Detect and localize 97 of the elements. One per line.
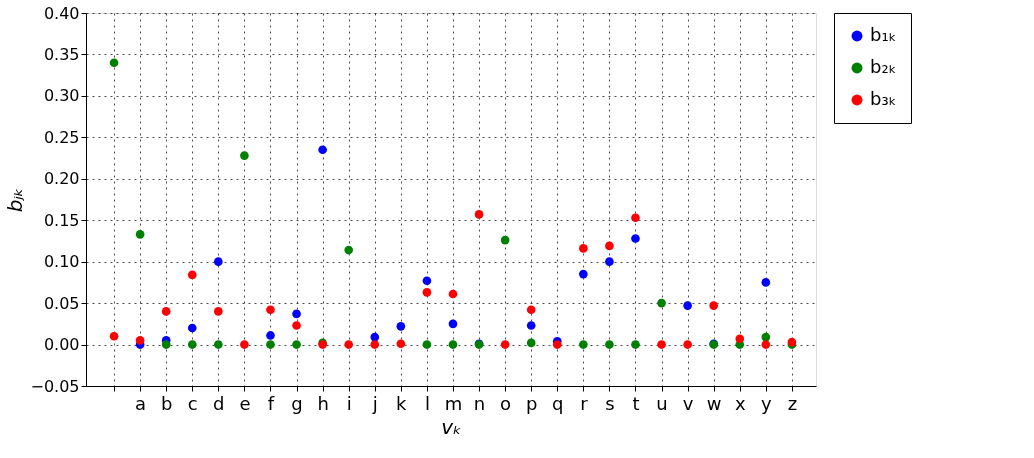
point	[526, 321, 536, 330]
y-tick-label: −0.05	[30, 376, 80, 396]
y-axis-title: bⱼₖ	[3, 187, 28, 213]
point	[214, 257, 223, 266]
point	[579, 269, 588, 279]
x-tick-label: d	[213, 392, 225, 414]
y-tick-label: 0.05	[43, 293, 80, 313]
point	[761, 278, 771, 287]
point	[579, 340, 588, 349]
x-tick-label: x	[734, 392, 746, 414]
point	[631, 234, 640, 243]
y-tick-label: 0.15	[43, 210, 80, 230]
y-tick-label: 0.30	[43, 86, 80, 106]
x-tick-label: l	[424, 392, 430, 414]
point	[370, 332, 380, 342]
x-tick-label: j	[371, 392, 378, 414]
point	[214, 307, 223, 316]
point	[161, 307, 171, 316]
point	[370, 340, 380, 349]
point	[631, 340, 640, 349]
point	[266, 305, 275, 315]
y-tick-label: 0.20	[43, 169, 80, 189]
point	[605, 340, 614, 349]
x-tick-label: q	[552, 392, 564, 414]
x-tick-label: h	[317, 392, 329, 414]
point	[657, 298, 666, 308]
x-tick-label: n	[473, 392, 486, 414]
y-tick-label: 0.00	[43, 335, 80, 355]
x-tick-label: c	[187, 392, 198, 414]
point	[292, 340, 301, 349]
legend-label: b₂ₖ	[870, 56, 897, 77]
point	[500, 235, 510, 245]
point	[605, 241, 614, 251]
point	[396, 322, 406, 331]
x-tick-label: f	[267, 392, 275, 414]
legend-label: b₁ₖ	[870, 24, 897, 45]
x-tick-label: v	[682, 392, 694, 414]
x-tick-label: m	[444, 392, 463, 414]
point	[579, 244, 588, 253]
x-tick-label: t	[632, 392, 640, 414]
y-tick-label: 0.40	[43, 3, 80, 23]
x-tick-label: y	[761, 392, 773, 414]
point	[187, 340, 197, 349]
point	[448, 340, 458, 349]
point	[240, 340, 249, 349]
x-tick-label: z	[787, 392, 798, 414]
point	[735, 334, 745, 344]
point	[135, 336, 145, 345]
point	[109, 58, 119, 68]
x-tick-label: s	[605, 392, 615, 414]
point	[344, 340, 354, 349]
point	[109, 331, 119, 341]
x-tick-label: b	[160, 392, 173, 414]
point	[422, 276, 432, 286]
point	[761, 340, 771, 349]
point	[422, 288, 432, 297]
y-tick-label: 0.25	[43, 127, 80, 147]
point	[187, 270, 197, 280]
x-tick-label: w	[706, 392, 722, 414]
x-tick-label: g	[291, 392, 303, 414]
legend-label: b₃ₖ	[870, 88, 897, 109]
x-axis-title: vₖ	[441, 414, 462, 439]
point	[500, 340, 510, 349]
point	[474, 210, 484, 219]
point	[240, 151, 249, 160]
point	[683, 301, 692, 310]
point	[214, 340, 223, 349]
x-tick-label: k	[396, 392, 408, 414]
point	[292, 309, 301, 319]
x-tick-label: e	[239, 392, 251, 414]
point	[161, 340, 171, 349]
point	[526, 305, 536, 315]
point	[526, 338, 536, 348]
x-tick-label: a	[135, 392, 147, 414]
point	[318, 145, 327, 155]
y-tick-label: 0.10	[43, 252, 80, 272]
x-tick-label: o	[500, 392, 512, 414]
point	[422, 340, 432, 349]
point	[266, 331, 275, 340]
point	[135, 229, 145, 239]
point	[292, 321, 301, 330]
point	[266, 340, 275, 349]
point	[396, 339, 406, 349]
point	[631, 213, 640, 223]
x-tick-label: r	[580, 392, 589, 414]
y-tick-label: 0.35	[43, 44, 80, 64]
x-tick-label: i	[346, 392, 352, 414]
point	[552, 340, 562, 349]
point	[709, 301, 719, 310]
point	[448, 319, 458, 329]
point	[657, 340, 666, 349]
x-tick-label: p	[525, 392, 538, 414]
point	[344, 245, 354, 255]
x-tick-label: u	[656, 392, 668, 414]
point	[187, 323, 197, 333]
point	[683, 340, 692, 349]
point	[605, 257, 614, 266]
